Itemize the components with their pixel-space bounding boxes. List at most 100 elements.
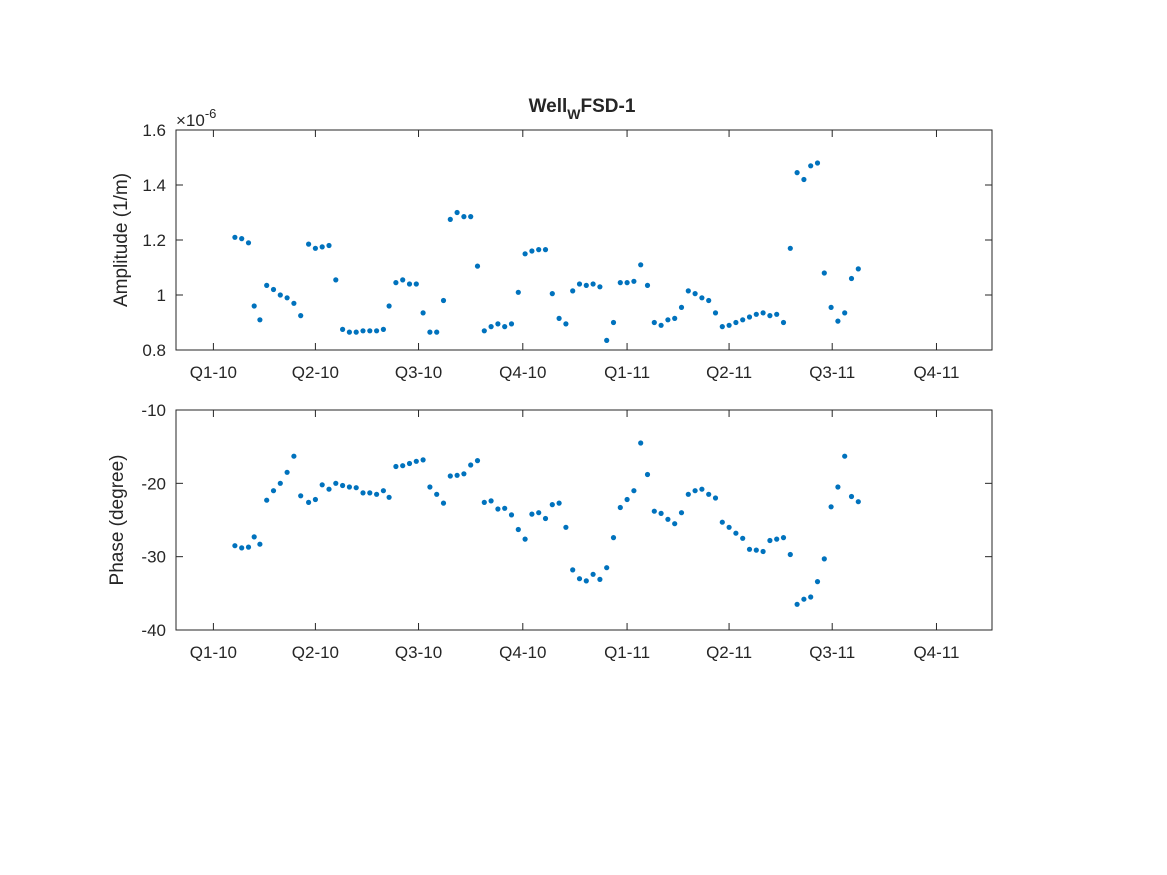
phase-point <box>413 458 419 464</box>
phase-point <box>340 482 346 489</box>
amplitude-point <box>848 275 855 282</box>
amplitude-point <box>685 288 691 294</box>
phase-plot-area <box>175 409 993 631</box>
phase-point <box>753 547 759 553</box>
amplitude-exponent: ×10-6 <box>176 106 216 130</box>
phase-point <box>563 524 569 530</box>
phase-point <box>821 556 827 562</box>
amplitude-point <box>502 324 508 330</box>
amplitude-plot-area <box>175 129 993 351</box>
amplitude-point <box>665 317 671 323</box>
phase-point <box>706 491 712 497</box>
amplitude-point <box>257 317 263 323</box>
amplitude-exponent-base: ×10 <box>176 111 205 130</box>
phase-point <box>740 535 746 541</box>
phase-point <box>406 460 413 467</box>
amplitude-point <box>610 319 617 326</box>
amplitude-point <box>563 321 569 327</box>
phase-point <box>760 548 766 555</box>
amplitude-point <box>495 321 501 327</box>
phase-point <box>638 440 644 446</box>
phase-point <box>719 519 725 525</box>
amplitude-point <box>454 209 460 216</box>
amplitude-point <box>549 291 555 297</box>
amplitude-point <box>842 310 848 316</box>
chart-title-rest: FSD-1 <box>581 96 636 117</box>
amplitude-ytick-label: 1.2 <box>142 231 166 250</box>
phase-point <box>604 565 610 571</box>
amplitude-point <box>474 263 481 269</box>
phase-point <box>440 500 447 506</box>
phase-point <box>780 535 787 541</box>
phase-point <box>814 579 821 585</box>
phase-point <box>481 499 487 505</box>
amplitude-point <box>774 311 780 317</box>
amplitude-point <box>360 328 366 334</box>
phase-point <box>270 488 277 494</box>
amplitude-point <box>583 282 589 288</box>
amplitude-point <box>604 337 610 343</box>
phase-point <box>400 463 406 469</box>
amplitude-point <box>672 315 678 321</box>
amplitude-point <box>821 270 827 276</box>
amplitude-point <box>529 248 535 254</box>
amplitude-point <box>284 295 290 301</box>
amplitude-point <box>346 329 352 335</box>
phase-point <box>232 543 238 549</box>
phase-point <box>624 496 630 503</box>
phase-point <box>644 471 651 478</box>
amplitude-point <box>678 304 685 310</box>
phase-xtick-label: Q1-11 <box>604 643 650 662</box>
amplitude-point <box>522 251 528 257</box>
phase-point <box>306 499 312 505</box>
phase-point <box>360 490 366 496</box>
phase-point <box>536 510 542 516</box>
chart-title-main: Well <box>529 96 568 117</box>
phase-point <box>726 524 732 530</box>
phase-point <box>346 484 352 490</box>
phase-point <box>319 482 325 488</box>
amplitude-ytick-label: 1.6 <box>142 121 166 140</box>
amplitude-point <box>590 281 596 287</box>
phase-point <box>712 495 719 501</box>
phase-xtick-label: Q4-10 <box>499 643 546 662</box>
amplitude-xtick-label: Q4-11 <box>913 363 959 382</box>
phase-point <box>264 497 270 503</box>
phase-point <box>353 485 359 491</box>
phase-point <box>651 508 657 514</box>
amplitude-point <box>245 240 252 246</box>
phase-ytick-label: -30 <box>141 548 166 567</box>
amplitude-point <box>406 281 413 287</box>
amplitude-xtick-label: Q1-11 <box>604 363 650 382</box>
amplitude-point <box>855 266 861 272</box>
amplitude-point <box>353 329 359 335</box>
amplitude-xtick-label: Q3-11 <box>809 363 855 382</box>
amplitude-point <box>644 282 651 288</box>
amplitude-point <box>508 321 515 327</box>
phase-point <box>495 506 501 512</box>
amplitude-point <box>326 242 332 249</box>
phase-xtick-label: Q2-11 <box>706 643 752 662</box>
amplitude-point <box>481 328 487 334</box>
phase-ylabel: Phase (degree) <box>107 455 128 586</box>
amplitude-xtick-label: Q2-10 <box>292 363 339 382</box>
phase-point <box>374 491 380 497</box>
amplitude-point <box>312 245 318 251</box>
amplitude-point <box>367 328 373 334</box>
phase-ticks: Q1-10 Q2-10 Q3-10 Q4-10 Q1-11 Q2-11 Q3-11 Q4-11… <box>141 401 992 662</box>
phase-point <box>454 472 460 478</box>
amplitude-point <box>400 277 406 283</box>
phase-point <box>380 488 386 494</box>
phase-point <box>298 493 304 499</box>
amplitude-point <box>780 319 787 326</box>
amplitude-point <box>570 288 576 294</box>
phase-point <box>699 486 705 492</box>
phase-series <box>232 440 861 607</box>
amplitude-point <box>468 214 474 220</box>
amplitude-ylabel: Amplitude (1/m) <box>111 173 132 307</box>
amplitude-point <box>251 303 257 309</box>
phase-point <box>787 551 793 558</box>
amplitude-point <box>808 163 814 169</box>
amplitude-point <box>753 311 759 317</box>
